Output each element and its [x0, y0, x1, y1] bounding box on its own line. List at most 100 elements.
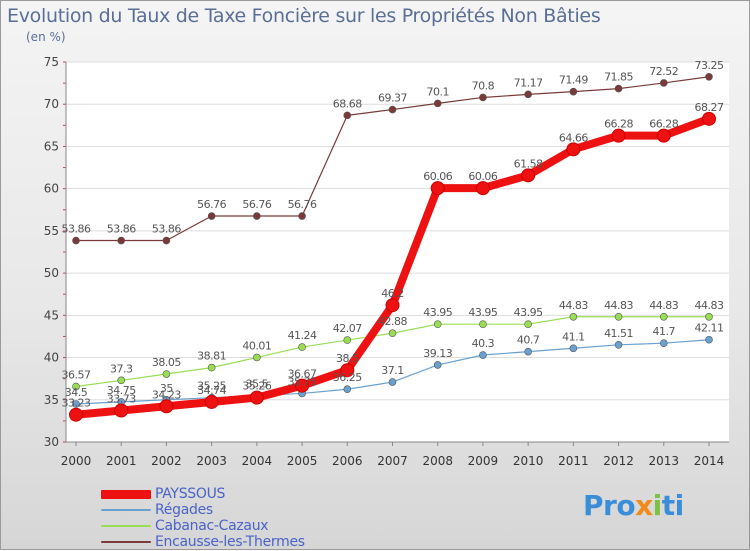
- x-tick-label: 2010: [513, 454, 544, 468]
- data-point-encausse-les-thermes: [343, 111, 352, 120]
- data-label-payssous: 33.23: [62, 397, 91, 410]
- x-tick-label: 2005: [287, 454, 318, 468]
- data-point-encausse-les-thermes: [433, 99, 442, 108]
- y-tick-label: 35: [44, 393, 59, 407]
- data-label-regades: 36.25: [333, 371, 362, 384]
- x-tick-label: 2014: [694, 454, 725, 468]
- data-label-cabanac-cazaux: 36.57: [62, 369, 91, 382]
- y-tick-label: 70: [44, 97, 59, 111]
- data-point-encausse-les-thermes: [298, 212, 306, 220]
- data-label-payssous: 60.06: [468, 170, 497, 183]
- x-tick-label: 2003: [196, 454, 227, 468]
- chart-title: Evolution du Taux de Taxe Foncière sur l…: [7, 5, 601, 27]
- data-point-payssous: [295, 378, 310, 393]
- legend-item: PAYSSOUS: [101, 486, 361, 502]
- data-label-encausse-les-thermes: 70.8: [472, 79, 495, 92]
- data-label-cabanac-cazaux: 41.24: [288, 329, 317, 342]
- data-label-payssous: 66.28: [604, 118, 633, 131]
- data-label-encausse-les-thermes: 53.86: [62, 223, 91, 236]
- data-point-encausse-les-thermes: [388, 105, 397, 114]
- data-label-encausse-les-thermes: 70.1: [426, 85, 449, 98]
- x-tick-label: 2008: [422, 454, 453, 468]
- data-label-encausse-les-thermes: 56.76: [242, 198, 271, 211]
- logo-part: x: [635, 489, 653, 522]
- data-point-encausse-les-thermes: [72, 236, 80, 245]
- data-point-payssous: [521, 168, 536, 183]
- data-point-regades: [659, 339, 668, 348]
- data-point-payssous: [430, 181, 445, 196]
- data-point-payssous: [159, 399, 174, 414]
- data-label-payssous: 34.23: [152, 388, 181, 401]
- x-tick-label: 2009: [468, 454, 499, 468]
- data-point-payssous: [69, 407, 83, 422]
- data-label-regades: 41.1: [562, 330, 585, 343]
- data-point-cabanac-cazaux: [524, 320, 532, 329]
- data-point-regades: [343, 385, 352, 394]
- data-point-payssous: [475, 181, 490, 196]
- data-point-encausse-les-thermes: [207, 212, 216, 220]
- x-tick-label: 2007: [377, 454, 408, 468]
- legend-label: Régades: [155, 502, 213, 518]
- data-point-cabanac-cazaux: [388, 329, 397, 338]
- y-tick-label: 65: [44, 139, 59, 153]
- data-label-encausse-les-thermes: 68.68: [333, 97, 362, 110]
- legend-item: Régades: [101, 502, 361, 518]
- plot-area: [66, 62, 729, 442]
- chart-subtitle: (en %): [26, 30, 66, 44]
- data-label-encausse-les-thermes: 56.76: [197, 198, 226, 211]
- data-point-cabanac-cazaux: [479, 320, 487, 329]
- data-point-cabanac-cazaux: [207, 363, 216, 372]
- x-tick-label: 2013: [649, 454, 680, 468]
- data-point-payssous: [611, 128, 626, 143]
- data-label-payssous: 38.5: [336, 352, 359, 365]
- x-tick-label: 2012: [603, 454, 634, 468]
- data-label-regades: 40.3: [472, 337, 495, 350]
- data-point-cabanac-cazaux: [614, 312, 623, 321]
- legend-swatch: [101, 541, 151, 543]
- data-point-payssous: [114, 403, 129, 418]
- data-label-cabanac-cazaux: 43.95: [468, 306, 497, 319]
- logo-part: i: [652, 489, 663, 522]
- data-label-cabanac-cazaux: 44.83: [604, 299, 633, 312]
- data-label-cabanac-cazaux: 44.83: [559, 299, 588, 312]
- logo-part: ti: [661, 489, 684, 522]
- data-label-cabanac-cazaux: 43.95: [423, 306, 452, 319]
- data-label-regades: 35: [160, 382, 173, 395]
- data-label-payssous: 34.74: [197, 384, 226, 397]
- legend-label: Cabanac-Cazaux: [155, 518, 269, 534]
- data-point-cabanac-cazaux: [569, 312, 578, 321]
- data-point-cabanac-cazaux: [162, 370, 171, 378]
- x-tick-label: 2000: [61, 454, 92, 468]
- data-label-encausse-les-thermes: 53.86: [107, 223, 136, 236]
- data-point-cabanac-cazaux: [659, 312, 668, 321]
- data-label-payssous: 46.2: [381, 287, 404, 300]
- y-tick-label: 75: [44, 55, 59, 69]
- legend-label: Encausse-les-Thermes: [155, 534, 305, 550]
- data-label-encausse-les-thermes: 71.17: [514, 76, 543, 89]
- legend-label: PAYSSOUS: [155, 486, 226, 502]
- data-point-payssous: [249, 390, 264, 405]
- y-tick-label: 60: [44, 182, 59, 196]
- data-point-payssous: [204, 394, 219, 409]
- data-label-cabanac-cazaux: 38.81: [197, 350, 226, 363]
- data-label-cabanac-cazaux: 37.3: [110, 362, 133, 375]
- legend-swatch: [101, 509, 151, 511]
- data-label-payssous: 33.73: [107, 393, 136, 406]
- data-point-cabanac-cazaux: [117, 376, 126, 385]
- x-tick-label: 2004: [242, 454, 273, 468]
- data-label-encausse-les-thermes: 69.37: [378, 92, 407, 105]
- data-label-payssous: 64.66: [559, 131, 588, 144]
- x-tick-label: 2002: [151, 454, 182, 468]
- logo-part: Pro: [583, 489, 636, 522]
- data-label-cabanac-cazaux: 38.05: [152, 356, 181, 369]
- data-point-encausse-les-thermes: [253, 212, 261, 220]
- y-tick-label: 40: [44, 351, 59, 365]
- data-point-cabanac-cazaux: [72, 382, 80, 391]
- data-label-cabanac-cazaux: 44.83: [695, 299, 724, 312]
- data-point-encausse-les-thermes: [659, 79, 668, 87]
- data-point-regades: [433, 361, 442, 369]
- legend-swatch: [101, 525, 151, 527]
- y-tick-label: 45: [44, 308, 59, 322]
- data-label-cabanac-cazaux: 42.88: [378, 315, 407, 328]
